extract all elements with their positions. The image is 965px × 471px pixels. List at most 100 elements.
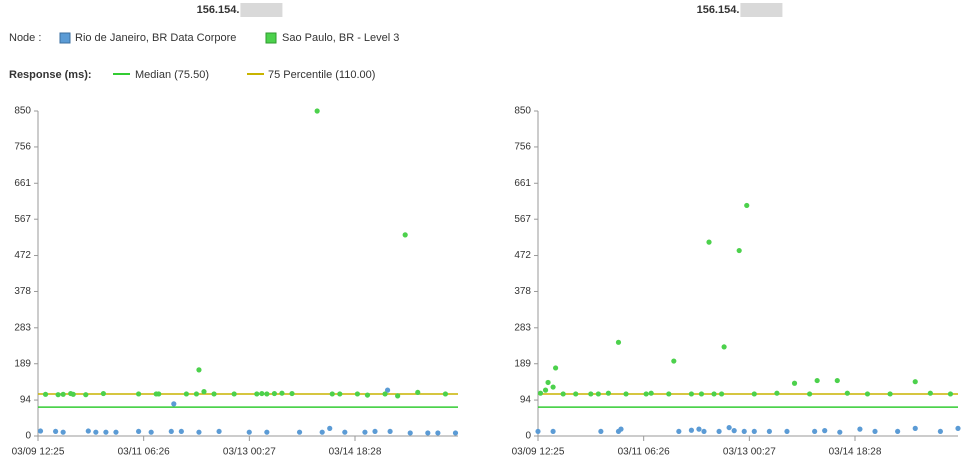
data-point [264, 391, 270, 397]
data-point [452, 430, 459, 436]
data-point [701, 428, 707, 435]
x-tick-label: 03/11 06:26 [618, 447, 671, 458]
data-point [415, 389, 421, 396]
data-point [354, 391, 361, 397]
data-point [201, 389, 207, 395]
y-tick-label: 850 [514, 106, 531, 117]
data-point [618, 426, 624, 432]
data-point [535, 428, 541, 435]
data-point [55, 392, 61, 398]
data-point [279, 390, 285, 396]
data-point [148, 429, 154, 435]
data-point [887, 391, 893, 397]
data-point [741, 428, 747, 435]
data-point [395, 393, 401, 399]
data-point [113, 429, 119, 435]
data-point [135, 428, 142, 435]
data-point [537, 390, 544, 396]
data-point [211, 391, 217, 397]
data-point [372, 428, 378, 435]
y-tick-label: 283 [14, 322, 31, 333]
data-point [70, 391, 76, 397]
data-point [912, 425, 918, 431]
y-tick-label: 661 [514, 178, 531, 189]
y-tick-label: 378 [14, 286, 31, 297]
data-point [676, 428, 682, 435]
data-point [736, 247, 742, 254]
data-point [807, 391, 813, 397]
data-point [573, 391, 579, 397]
node-label: Node : [9, 32, 41, 44]
data-point [289, 390, 295, 397]
chart-title: 156.154. [697, 4, 740, 16]
data-point [196, 429, 202, 435]
data-point [550, 428, 556, 435]
y-tick-label: 189 [514, 358, 531, 369]
data-point [337, 391, 343, 397]
legend-entry[interactable]: 75 Percentile (110.00) [268, 69, 375, 81]
x-tick-label: 03/09 12:25 [512, 447, 565, 458]
y-tick-label: 378 [514, 286, 531, 297]
data-point [435, 430, 441, 436]
data-point [402, 232, 408, 238]
y-tick-label: 189 [14, 358, 31, 369]
data-point [648, 390, 654, 396]
y-tick-label: 850 [14, 106, 31, 117]
x-tick-label: 03/13 00:27 [723, 447, 776, 458]
data-point [784, 428, 790, 435]
data-point [671, 358, 677, 364]
data-point [696, 426, 702, 432]
data-point [83, 392, 89, 398]
data-point [822, 428, 828, 434]
data-point [751, 391, 757, 397]
data-point [168, 428, 174, 435]
data-point [857, 426, 863, 432]
y-tick-label: 0 [525, 431, 531, 442]
data-point [100, 390, 106, 397]
data-point [666, 391, 672, 397]
data-point [895, 428, 901, 435]
data-point [615, 339, 622, 345]
data-point [545, 379, 551, 386]
data-point [595, 391, 601, 397]
data-point [60, 429, 66, 435]
data-point [605, 390, 612, 396]
data-point [744, 202, 750, 209]
data-point [726, 424, 732, 431]
data-point [135, 391, 142, 397]
data-point [706, 239, 712, 245]
data-point [329, 391, 335, 397]
data-point [927, 390, 933, 396]
data-point [872, 428, 878, 435]
data-point [774, 390, 780, 396]
y-tick-label: 472 [514, 250, 531, 261]
x-tick-label: 03/09 12:25 [12, 447, 65, 458]
data-point [171, 401, 177, 407]
data-point [231, 391, 237, 397]
data-point [178, 428, 184, 435]
data-point [837, 429, 843, 435]
data-point [716, 428, 722, 435]
y-tick-label: 756 [14, 142, 31, 153]
data-point [264, 429, 270, 435]
data-point [937, 428, 943, 435]
data-point [947, 391, 954, 397]
y-tick-label: 756 [514, 142, 531, 153]
data-point [698, 391, 705, 397]
legend-entry[interactable]: Rio de Janeiro, BR Data Corpore [75, 32, 236, 44]
data-point [319, 429, 325, 435]
chart-title: 156.154. [197, 4, 240, 16]
data-point [246, 429, 252, 435]
response-label: Response (ms): [9, 69, 92, 81]
legend-entry[interactable]: Median (75.50) [135, 69, 209, 81]
y-tick-label: 472 [14, 250, 31, 261]
data-point [314, 108, 320, 114]
data-point [85, 428, 91, 434]
data-point [598, 428, 604, 435]
data-point [254, 391, 260, 397]
redaction-blur [240, 3, 283, 17]
data-point [183, 391, 189, 397]
legend-entry[interactable]: Sao Paulo, BR - Level 3 [282, 32, 399, 44]
data-point [912, 379, 918, 385]
